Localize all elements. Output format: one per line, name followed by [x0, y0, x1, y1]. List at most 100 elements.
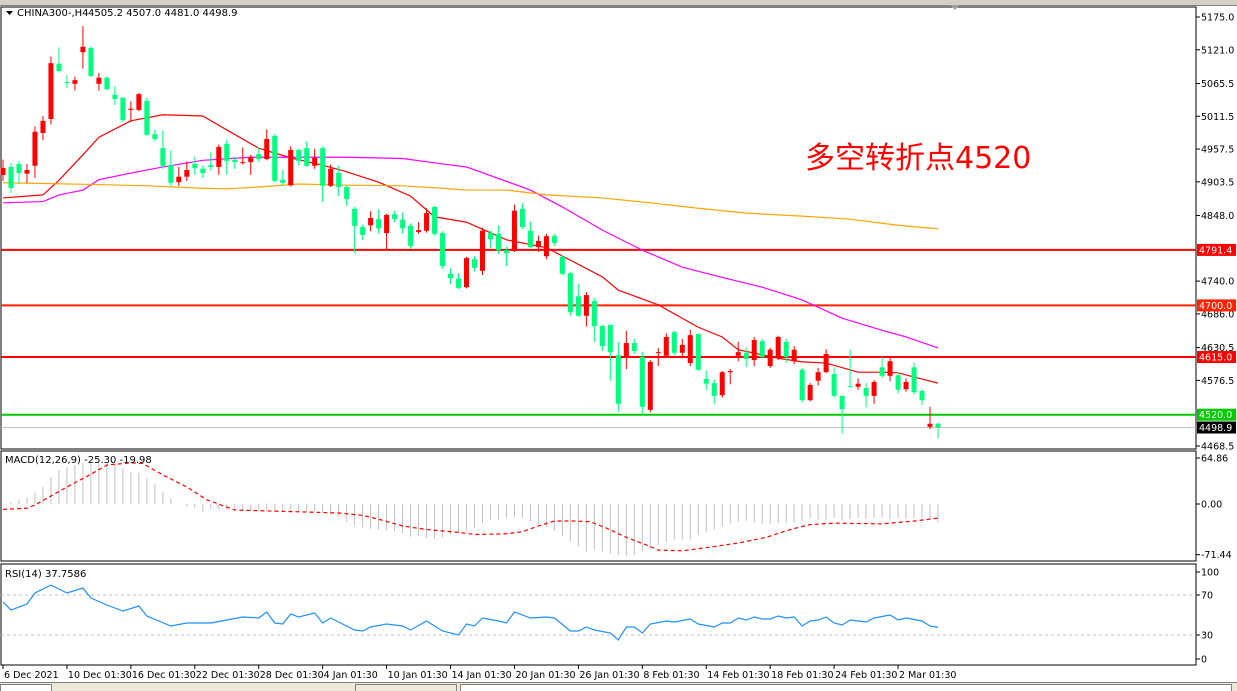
candle-body	[855, 383, 861, 387]
candle-body	[711, 383, 717, 396]
candle	[424, 208, 430, 233]
candle-body	[464, 258, 470, 288]
candle	[503, 246, 509, 266]
candle-body	[72, 80, 78, 84]
candle-body	[376, 219, 382, 229]
candle-body	[80, 46, 86, 53]
candle	[735, 341, 741, 362]
candle-body	[511, 210, 517, 251]
rsi-label: RSI(14) 37.7586	[5, 569, 86, 580]
rsi-tick-label: 30	[1201, 631, 1213, 642]
candle	[663, 333, 669, 358]
candle-body	[456, 278, 462, 288]
candle-body	[519, 208, 525, 228]
current-price-label: 4498.9	[1199, 423, 1232, 434]
dropdown-triangle-icon[interactable]	[6, 11, 13, 15]
candle-body	[887, 361, 893, 376]
candle-body	[879, 367, 885, 376]
candle	[272, 134, 278, 183]
candle-body	[16, 163, 22, 174]
candle-body	[823, 353, 829, 373]
candle-body	[352, 208, 358, 226]
candle-body	[895, 375, 901, 390]
candle	[807, 383, 813, 402]
ohlc-readout: 4505.2 4507.0 4481.0 4498.9	[88, 8, 238, 19]
chart-shift-marker-icon[interactable]	[950, 5, 960, 10]
rsi-tick-label: 0	[1201, 655, 1207, 666]
candle-body	[495, 233, 501, 251]
candle	[440, 231, 446, 269]
candle-body	[583, 295, 589, 316]
candle	[535, 235, 541, 252]
candle	[40, 115, 46, 141]
chart-tab[interactable]	[0, 684, 52, 691]
level-price-box	[1197, 243, 1236, 256]
candle	[416, 222, 422, 234]
candle	[264, 129, 270, 161]
macd-pane: 64.86 0.00 -71.44	[2, 454, 1232, 561]
chart-tab[interactable]	[460, 684, 1232, 691]
candle-body	[384, 214, 390, 234]
candle-body	[671, 332, 677, 353]
candle	[16, 160, 22, 184]
macd-tick-label: -71.44	[1201, 550, 1232, 561]
level-price-box	[1197, 351, 1236, 364]
candle-body	[88, 47, 94, 76]
price-tick-label: 5121.0	[1201, 45, 1234, 56]
time-tick-label: 2 Mar 01:30	[899, 670, 956, 681]
candle	[256, 147, 262, 162]
time-axis: 6 Dec 2021 10 Dec 01:30 16 Dec 01:30 22 Dec…	[2, 665, 956, 681]
candle	[783, 338, 789, 364]
candle-body	[272, 136, 278, 181]
price-tick-label: 5011.5	[1201, 112, 1234, 123]
time-tick-label: 10 Jan 01:30	[388, 670, 448, 681]
candle-body	[735, 352, 741, 356]
candle	[679, 338, 685, 359]
moving-average-line	[2, 114, 939, 384]
candle	[631, 338, 637, 354]
candle-body	[248, 157, 254, 163]
candle-body	[551, 236, 557, 243]
candle-body	[807, 384, 813, 401]
chart-tab[interactable]	[355, 684, 457, 691]
candle-body	[56, 63, 62, 72]
candle-body	[344, 187, 350, 200]
time-tick-label: 22 Dec 01:30	[196, 670, 260, 681]
candle	[727, 369, 733, 385]
macd-pane-frame	[0, 450, 1197, 562]
candle-body	[631, 343, 637, 351]
candle	[559, 255, 565, 276]
candle	[120, 97, 126, 123]
candle	[304, 141, 310, 167]
candle-body	[639, 357, 645, 407]
candle-body	[919, 391, 925, 401]
window-top-border	[0, 0, 1237, 6]
candle	[887, 356, 893, 382]
candle-body	[208, 165, 214, 167]
candle-body	[615, 355, 621, 404]
moving-average-line	[2, 182, 939, 230]
candle-body	[160, 148, 166, 166]
candle-body	[104, 77, 110, 90]
macd-signal-line	[2, 462, 939, 552]
candle	[152, 129, 158, 142]
candle	[623, 330, 629, 370]
candle-body	[559, 256, 565, 274]
candle	[352, 207, 358, 254]
candle	[615, 341, 621, 412]
candle-body	[152, 134, 158, 140]
candle-body	[863, 387, 869, 396]
candle	[647, 360, 653, 413]
candle	[96, 72, 102, 91]
candle	[160, 130, 166, 169]
candle-body	[112, 94, 118, 99]
candle-body	[120, 97, 126, 121]
candle	[0, 159, 6, 181]
candle	[919, 389, 925, 405]
price-tick-label: 4957.5	[1201, 145, 1234, 156]
candle	[312, 148, 318, 169]
candle	[8, 162, 14, 194]
candle-body	[320, 148, 326, 186]
candle-body	[368, 217, 374, 226]
